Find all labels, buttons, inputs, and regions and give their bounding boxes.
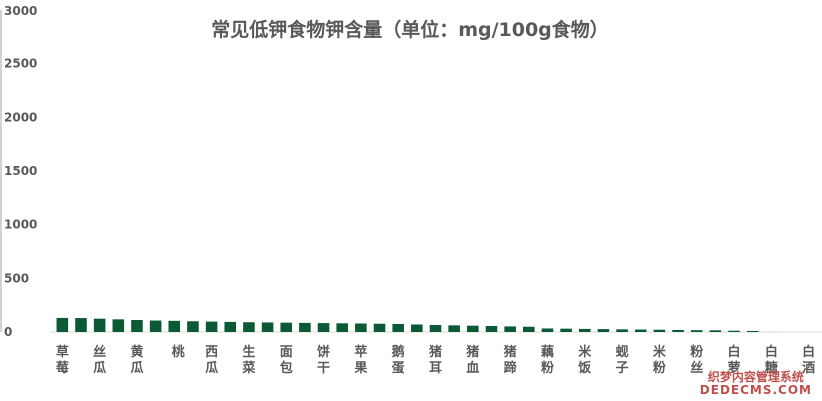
watermark-en-text: DEDECMS.COM [699,382,812,397]
y-tick-label: 2500 [4,57,37,71]
bar [243,322,255,332]
bar [93,318,106,332]
y-tick-label: 1500 [4,164,37,178]
bar [578,328,591,332]
bars-group [56,317,815,333]
x-tick-label: 丝瓜 [93,344,106,376]
bar [205,321,218,332]
bar [131,319,143,332]
bar [653,329,666,332]
bar [746,330,759,332]
bar [709,330,722,332]
bar [149,320,162,332]
bar [411,324,423,332]
x-tick-label: 草莓 [56,344,69,376]
x-tick-label: 白糖 [765,344,778,376]
y-tick-label: 3000 [4,4,37,18]
bar [187,321,199,332]
bar [672,329,684,332]
site-watermark-logo: 织梦内容管理系统 DEDECMS.COM [699,369,812,397]
x-tick-label: 白萝 [728,344,741,376]
bar [560,328,572,332]
y-tick-label: 1000 [4,218,37,232]
watermark-cn-text: 织梦内容管理系统 [707,369,804,384]
y-tick-label: 500 [4,271,29,285]
bar [448,325,460,332]
bar [373,323,386,332]
x-tick-label: 蚬子 [616,344,629,376]
x-tick-label: 猪血 [465,344,479,376]
bar [634,329,647,332]
bar [392,323,404,332]
bar [168,320,181,332]
x-tick-label: 鹅蛋 [392,344,405,376]
x-tick-label: 猪蹄 [503,344,517,376]
x-tick-label: 米饭 [577,344,592,376]
x-tick-label: 黄瓜 [130,344,143,376]
x-tick-label: 苹果 [353,344,367,376]
bar [523,326,535,332]
bar [802,331,815,333]
bar [467,325,479,332]
bar [299,322,311,332]
bar [112,319,125,332]
bar [261,322,274,332]
bar [597,329,610,332]
bar [541,328,554,332]
chart-title: 常见低钾食物钾含量（单位：mg/100g食物） [211,18,609,41]
bar [504,326,516,332]
x-tick-label: 饼干 [317,344,330,376]
bar [75,318,87,332]
bar [355,323,367,332]
y-axis-ticks: 0 500 1000 1500 2000 2500 3000 [4,4,37,339]
bar [317,323,330,332]
bar [690,330,703,332]
x-tick-label: 西瓜 [205,345,218,376]
x-tick-label: 米粉 [653,344,667,376]
x-tick-label: 猪耳 [428,344,442,376]
bar [429,325,442,332]
bar [56,317,69,332]
x-tick-label: 生菜 [241,344,255,376]
bar [336,323,348,332]
bar [728,330,740,332]
bar [280,322,293,332]
y-tick-label: 2000 [4,110,37,124]
x-tick-label: 面包 [280,345,293,376]
x-tick-label: 桃 [172,344,185,360]
bar [784,331,796,332]
bar [224,321,237,332]
x-tick-label: 藕粉 [540,344,554,376]
x-tick-label: 白酒 [802,344,815,376]
bar [485,325,498,332]
y-tick-label: 0 [4,325,12,339]
bar [616,329,628,332]
bar [765,331,778,332]
x-tick-label: 粉丝 [690,344,703,376]
